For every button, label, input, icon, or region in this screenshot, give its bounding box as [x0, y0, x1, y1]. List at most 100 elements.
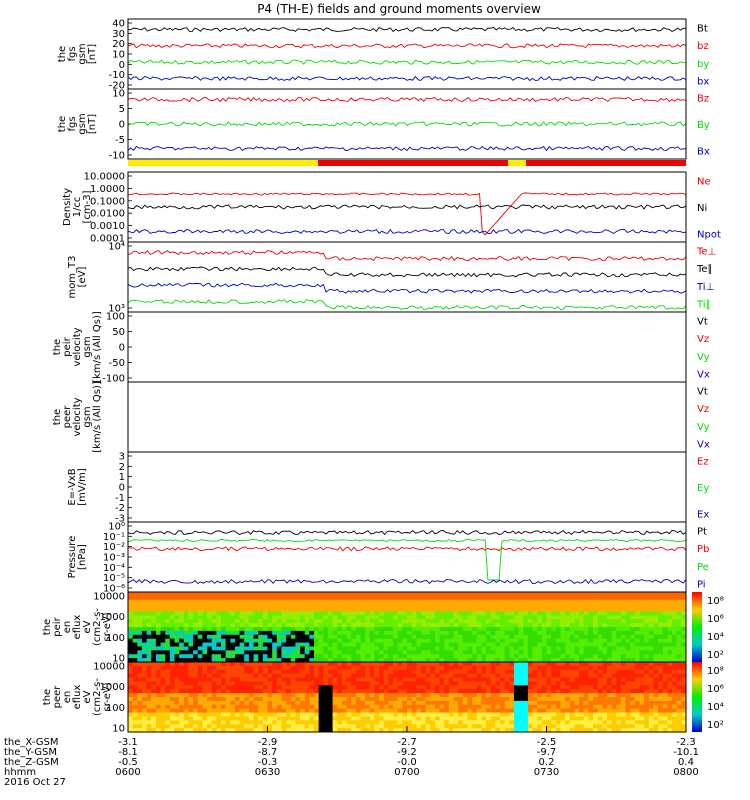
heatmap-cell — [197, 638, 203, 644]
heatmap-cell — [602, 592, 608, 597]
heatmap-cell — [602, 619, 608, 624]
heatmap-cell — [179, 654, 185, 659]
heatmap-cell — [495, 685, 501, 690]
heatmap-cell — [416, 654, 422, 659]
heatmap-cell — [272, 669, 278, 675]
heatmap-cell — [174, 669, 180, 675]
heatmap-cell — [155, 623, 162, 628]
heatmap-cell — [541, 638, 547, 644]
heatmap-cell — [341, 611, 348, 616]
heatmap-cell — [188, 720, 194, 725]
heatmap-cell — [583, 619, 589, 624]
heatmap-cell — [276, 728, 282, 733]
heatmap-cell — [207, 615, 213, 620]
heatmap-cell — [420, 650, 427, 655]
heatmap-cell — [276, 615, 282, 620]
heatmap-cell — [634, 642, 640, 647]
heatmap-cell — [583, 685, 589, 690]
heatmap-cell — [439, 592, 445, 597]
panel-frame — [127, 451, 687, 523]
heatmap-cell — [672, 716, 678, 721]
heatmap-cell — [193, 677, 199, 682]
heatmap-cell — [518, 595, 524, 601]
heatmap-cell — [472, 720, 478, 725]
heatmap-cell — [388, 689, 394, 694]
heatmap-cell — [304, 627, 310, 632]
heatmap-cell — [616, 685, 622, 690]
heatmap-cell — [537, 662, 543, 667]
heatmap-cell — [267, 728, 273, 733]
panel-frame — [127, 88, 687, 160]
heatmap-cell — [662, 693, 668, 698]
heatmap-cell — [169, 630, 175, 636]
heatmap-cell — [648, 681, 654, 686]
heatmap-cell — [486, 728, 492, 733]
heatmap-cell — [239, 595, 245, 601]
heatmap-cell — [397, 595, 403, 601]
heatmap-cell — [420, 611, 427, 616]
heatmap-cell — [160, 693, 166, 698]
heatmap-cell — [314, 665, 320, 671]
heatmap-cell — [583, 724, 589, 729]
heatmap-cell — [597, 720, 603, 725]
y-axis-label: Density — [62, 188, 73, 226]
heatmap-cell — [430, 697, 436, 702]
heatmap-cell — [420, 654, 427, 659]
heatmap-cell — [620, 712, 627, 717]
heatmap-cell — [453, 634, 459, 640]
heatmap-cell — [630, 728, 636, 733]
y-axis-label: eflux — [72, 685, 83, 710]
heatmap-cell — [672, 669, 678, 675]
y-axis-label: peir — [52, 616, 63, 636]
heatmap-cell — [202, 634, 208, 640]
heatmap-cell — [202, 615, 208, 620]
heatmap-cell — [309, 607, 315, 612]
heatmap-cell — [676, 689, 682, 694]
legend-Vy: Vy — [697, 352, 710, 363]
heatmap-cell — [253, 607, 259, 612]
heatmap-cell — [393, 677, 399, 682]
heatmap-cell — [602, 677, 608, 682]
heatmap-cell — [504, 724, 510, 729]
heatmap-cell — [318, 607, 324, 612]
heatmap-cell — [407, 693, 413, 698]
heatmap-cell — [504, 627, 510, 632]
heatmap-cell — [495, 681, 501, 686]
heatmap-cell — [579, 712, 585, 717]
heatmap-cell — [230, 728, 236, 733]
heatmap-cell — [169, 685, 175, 690]
heatmap-cell — [672, 689, 678, 694]
heatmap-cell — [425, 716, 431, 721]
heatmap-cell — [565, 673, 571, 679]
heatmap-cell — [132, 728, 138, 733]
heatmap-cell — [244, 700, 250, 706]
heatmap-cell — [625, 665, 631, 671]
heatmap-cell — [290, 673, 296, 679]
heatmap-cell — [397, 716, 403, 721]
heatmap-cell — [146, 623, 152, 628]
heatmap-cell — [258, 693, 264, 698]
heatmap-cell — [402, 634, 408, 640]
heatmap-cell — [625, 697, 631, 702]
heatmap-cell — [462, 627, 468, 632]
heatmap-cell — [351, 708, 357, 714]
heatmap-cell — [332, 708, 338, 714]
heatmap-cell — [197, 728, 203, 733]
y-axis-label: fgs — [67, 46, 78, 61]
heatmap-cell — [318, 634, 324, 640]
heatmap-cell — [365, 623, 371, 628]
heatmap-cell — [555, 708, 561, 714]
heatmap-cell — [290, 681, 296, 686]
heatmap-cell — [137, 693, 143, 698]
y-axis-label: velocity — [72, 397, 83, 436]
heatmap-cell — [165, 638, 171, 644]
heatmap-cell — [472, 654, 478, 659]
heatmap-cell — [518, 712, 524, 717]
heatmap-cell — [490, 673, 496, 679]
heatmap-cell — [160, 634, 166, 640]
heatmap-cell — [448, 704, 454, 710]
heatmap-cell — [183, 650, 189, 655]
heatmap-cell — [416, 677, 422, 682]
y-axis-label: [km/s (All Qs)] — [92, 381, 103, 453]
heatmap-cell — [137, 665, 143, 671]
